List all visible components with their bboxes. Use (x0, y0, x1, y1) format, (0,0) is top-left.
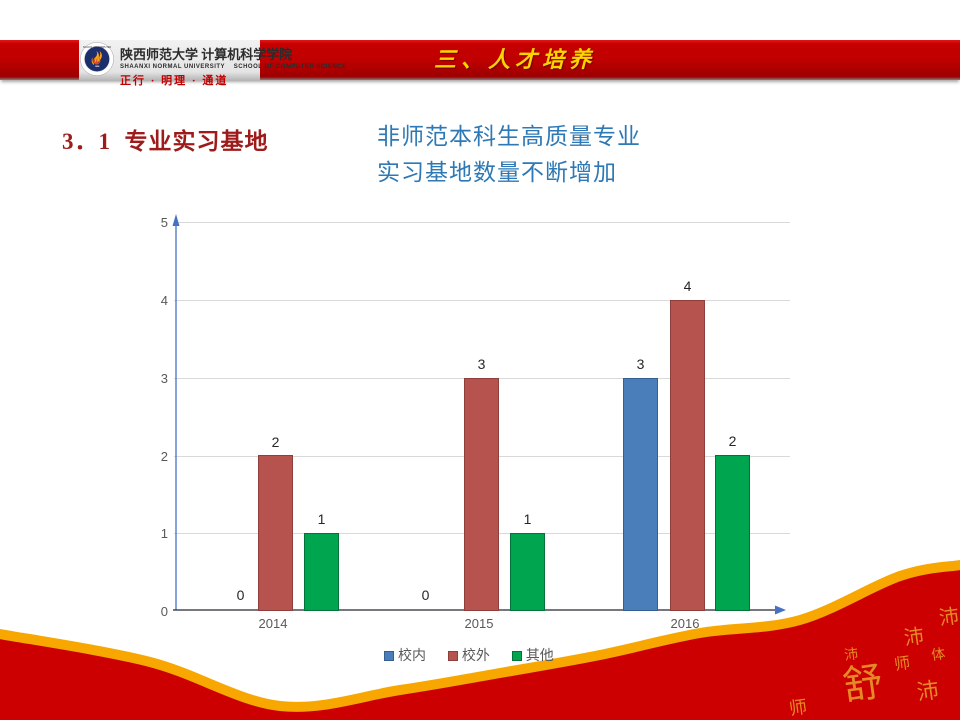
svg-text:SCHOOL OF COMPUTER: SCHOOL OF COMPUTER (83, 46, 111, 49)
